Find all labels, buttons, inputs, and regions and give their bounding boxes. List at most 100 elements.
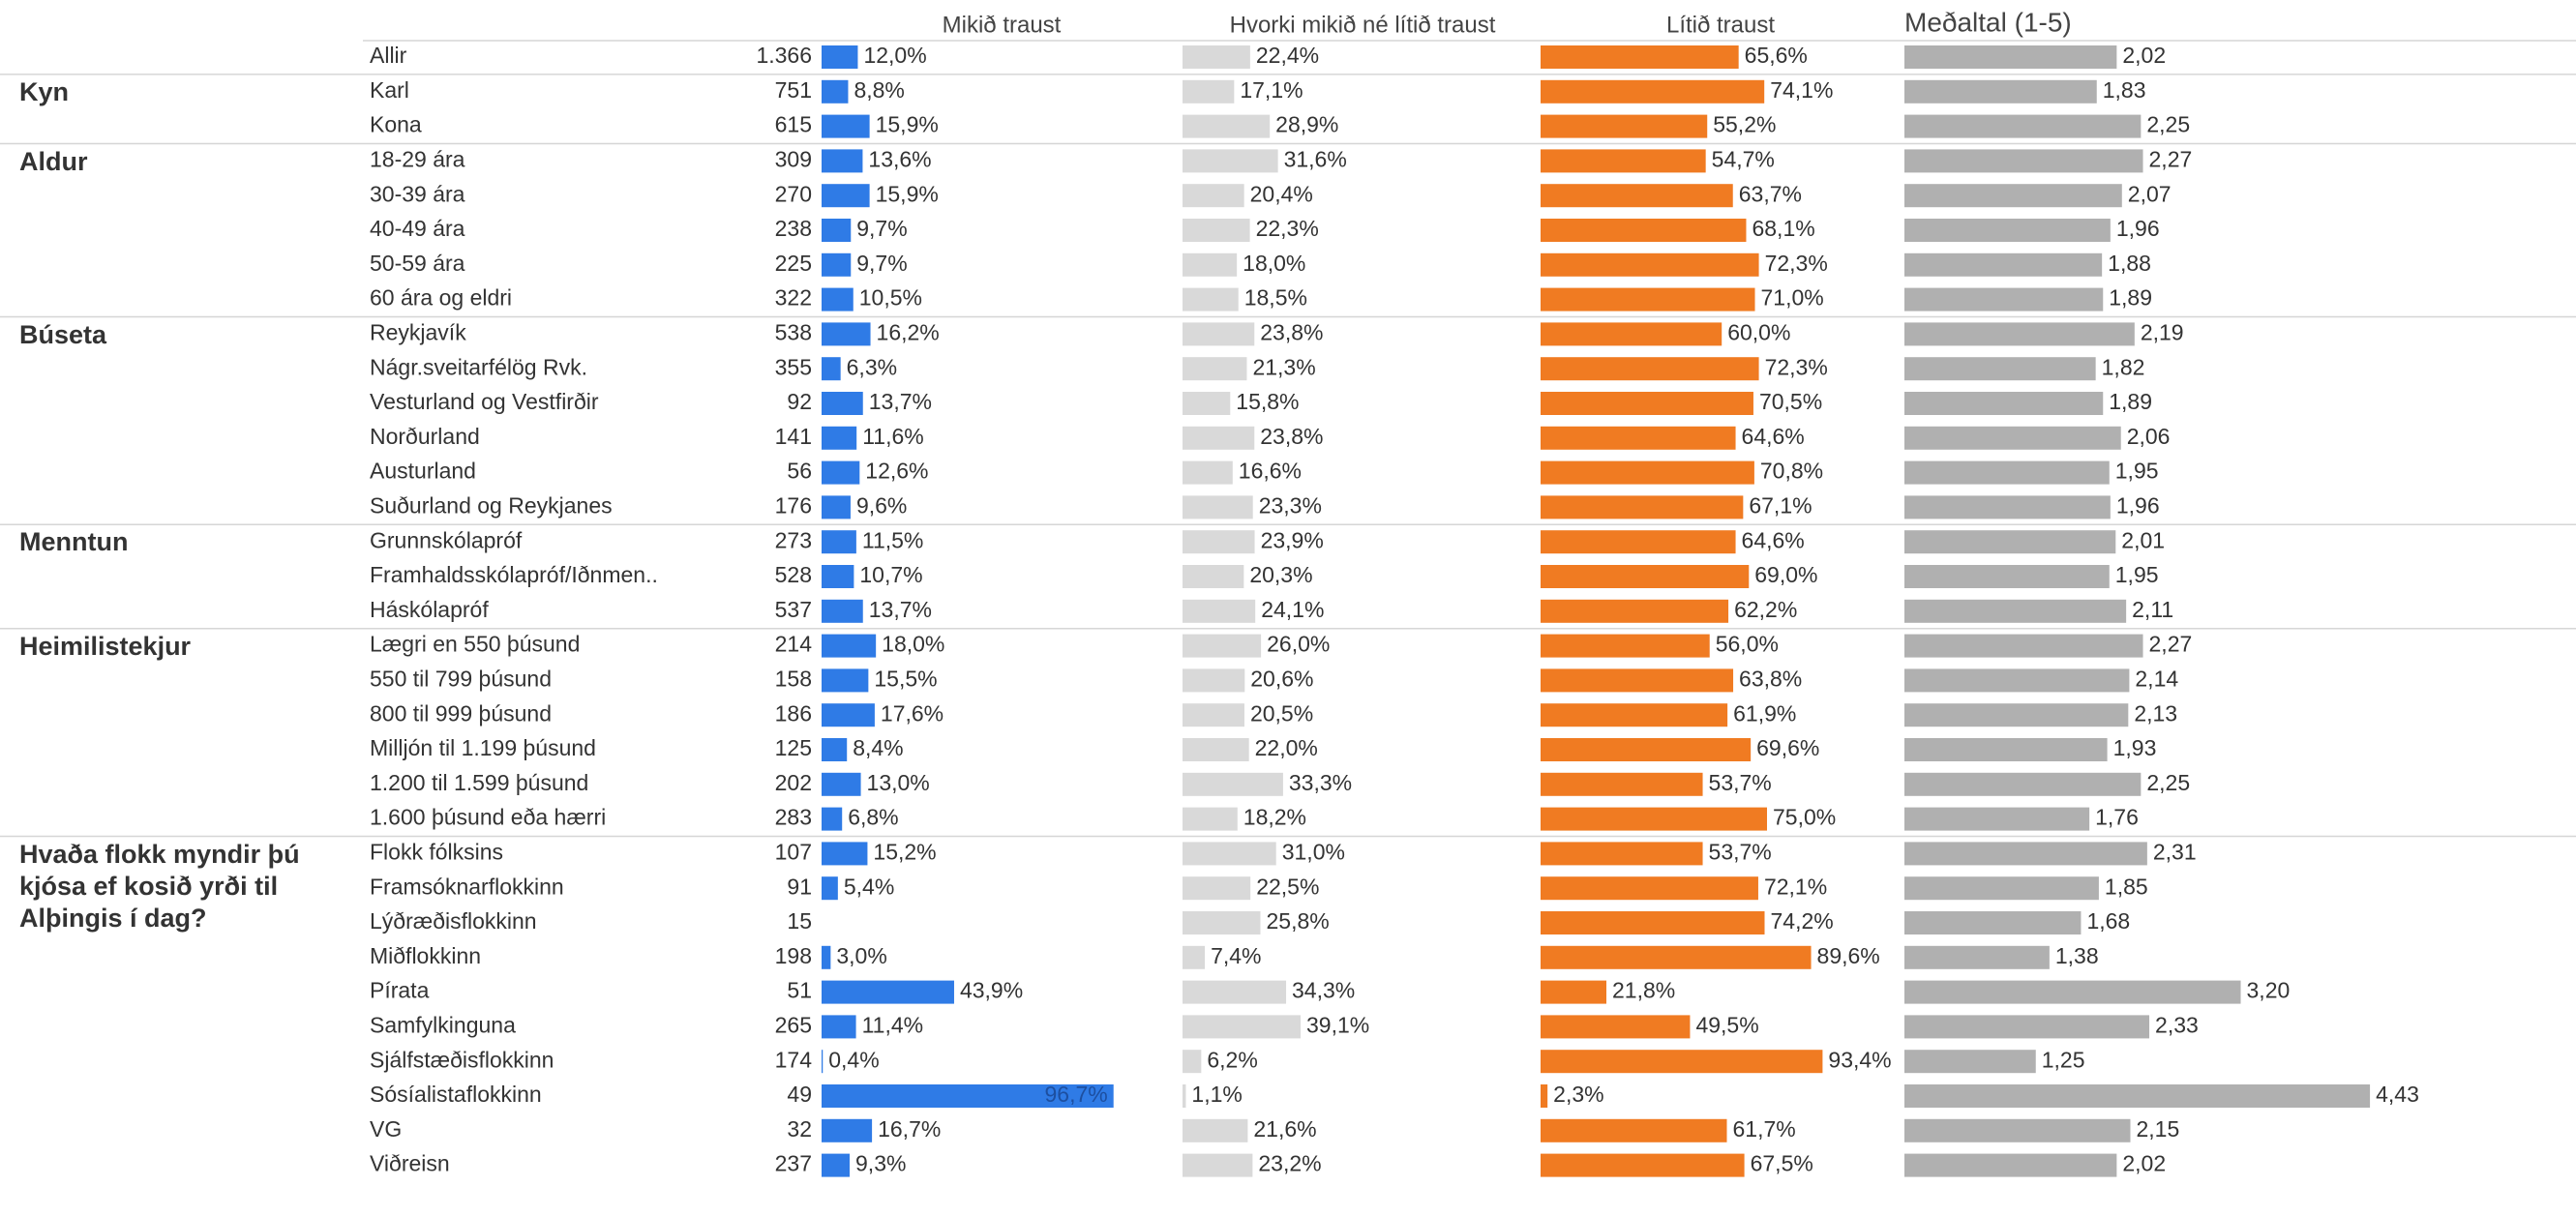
value-label: 2,06 [2127, 424, 2171, 449]
value-label: 74,1% [1770, 77, 1833, 103]
bar [1904, 392, 2104, 415]
bar [1541, 599, 1729, 623]
value-label: 10,5% [859, 285, 922, 311]
bar [1541, 842, 1703, 866]
value-label: 1,76 [2095, 805, 2139, 830]
value-label: 25,8% [1266, 908, 1329, 934]
category-label: 1.200 til 1.599 þúsund [370, 770, 588, 795]
value-label: 21,6% [1253, 1116, 1316, 1142]
bar [1904, 945, 2050, 969]
value-label: 62,2% [1734, 597, 1797, 622]
value-label: 31,0% [1282, 839, 1345, 864]
bar [1541, 1084, 1548, 1108]
value-label: 9,3% [855, 1151, 906, 1176]
category-label: Viðreisn [370, 1151, 450, 1176]
bar [1183, 911, 1261, 934]
value-label: 2,14 [2135, 666, 2178, 691]
category-label: Háskólapróf [370, 597, 489, 622]
value-label: 64,6% [1742, 527, 1805, 552]
bar [1183, 703, 1244, 727]
group-label-box: Búseta [19, 320, 106, 349]
bar [1183, 426, 1255, 450]
category-label: Karl [370, 77, 409, 103]
value-label: 20,3% [1249, 562, 1312, 587]
bar [1904, 1118, 2131, 1142]
bar [822, 565, 854, 588]
bar [1183, 668, 1245, 693]
n-label: 92 [787, 389, 812, 414]
n-label: 270 [775, 181, 812, 206]
value-label: 63,7% [1739, 181, 1802, 206]
value-label: 22,0% [1255, 735, 1318, 760]
category-label: Suðurland og Reykjanes [370, 492, 613, 518]
bar [1183, 530, 1255, 554]
value-label: 96,7% [1044, 1082, 1107, 1107]
bar [1904, 1153, 2117, 1177]
n-label: 214 [775, 632, 813, 657]
group-label: Menntun [19, 527, 129, 557]
value-label: 5,4% [844, 874, 894, 899]
bar [822, 495, 851, 519]
n-label: 15 [787, 908, 812, 934]
bar [1183, 45, 1250, 69]
value-label: 93,4% [1828, 1047, 1891, 1072]
bar [1904, 842, 2147, 866]
value-label: 74,2% [1771, 908, 1834, 934]
bar [1904, 807, 2090, 831]
bar [1183, 114, 1271, 138]
value-label: 70,8% [1760, 459, 1823, 484]
bar [1541, 392, 1753, 415]
bar [822, 668, 869, 693]
value-label: 22,3% [1256, 216, 1319, 241]
n-label: 141 [775, 424, 812, 449]
n-label: 56 [787, 459, 812, 484]
value-label: 2,02 [2122, 43, 2166, 68]
bar [822, 1015, 856, 1039]
value-label: 1,95 [2115, 562, 2159, 587]
value-label: 3,0% [836, 943, 886, 968]
group-label-box: Kyn [19, 77, 69, 106]
category-label: Grunnskólapróf [370, 527, 523, 552]
value-label: 13,0% [867, 770, 930, 795]
value-label: 2,33 [2155, 1012, 2199, 1037]
value-label: 61,9% [1733, 700, 1796, 726]
bar [822, 876, 838, 901]
value-label: 17,1% [1240, 77, 1303, 103]
value-label: 3,20 [2247, 978, 2291, 1003]
value-label: 13,6% [868, 146, 931, 171]
category-label: Framhaldsskólapróf/Iðnmen.. [370, 562, 658, 587]
bar [822, 1118, 873, 1142]
bar [1183, 287, 1239, 311]
value-label: 9,7% [856, 216, 907, 241]
value-label: 2,31 [2153, 839, 2197, 864]
value-label: 1,25 [2042, 1047, 2085, 1072]
bar [1183, 149, 1278, 173]
bar [1183, 1118, 1248, 1142]
bar [1904, 565, 2110, 588]
value-label: 18,0% [882, 632, 944, 657]
value-label: 22,4% [1256, 43, 1319, 68]
bar [1541, 426, 1736, 450]
bar [1541, 1050, 1823, 1074]
group-label: Hvaða flokk myndir þú kjósa ef kosið yrð… [19, 839, 300, 933]
value-label: 69,6% [1756, 735, 1819, 760]
value-label: 72,1% [1764, 874, 1827, 899]
value-label: 2,27 [2149, 146, 2193, 171]
n-label: 265 [775, 1012, 812, 1037]
value-label: 2,13 [2134, 700, 2177, 726]
value-label: 11,6% [862, 424, 924, 449]
value-label: 53,7% [1709, 770, 1772, 795]
bar [1541, 184, 1733, 208]
value-label: 75,0% [1773, 805, 1836, 830]
category-label: Reykjavík [370, 319, 466, 344]
value-label: 39,1% [1306, 1012, 1369, 1037]
column-header: Hvorki mikið né lítið traust [1230, 12, 1496, 38]
value-label: 16,2% [877, 319, 940, 344]
bar [1541, 772, 1703, 796]
bar [822, 79, 849, 104]
bar [1183, 1084, 1186, 1108]
bar [822, 703, 875, 727]
value-label: 9,7% [856, 251, 907, 276]
n-label: 309 [775, 146, 812, 171]
value-label: 49,5% [1695, 1012, 1758, 1037]
